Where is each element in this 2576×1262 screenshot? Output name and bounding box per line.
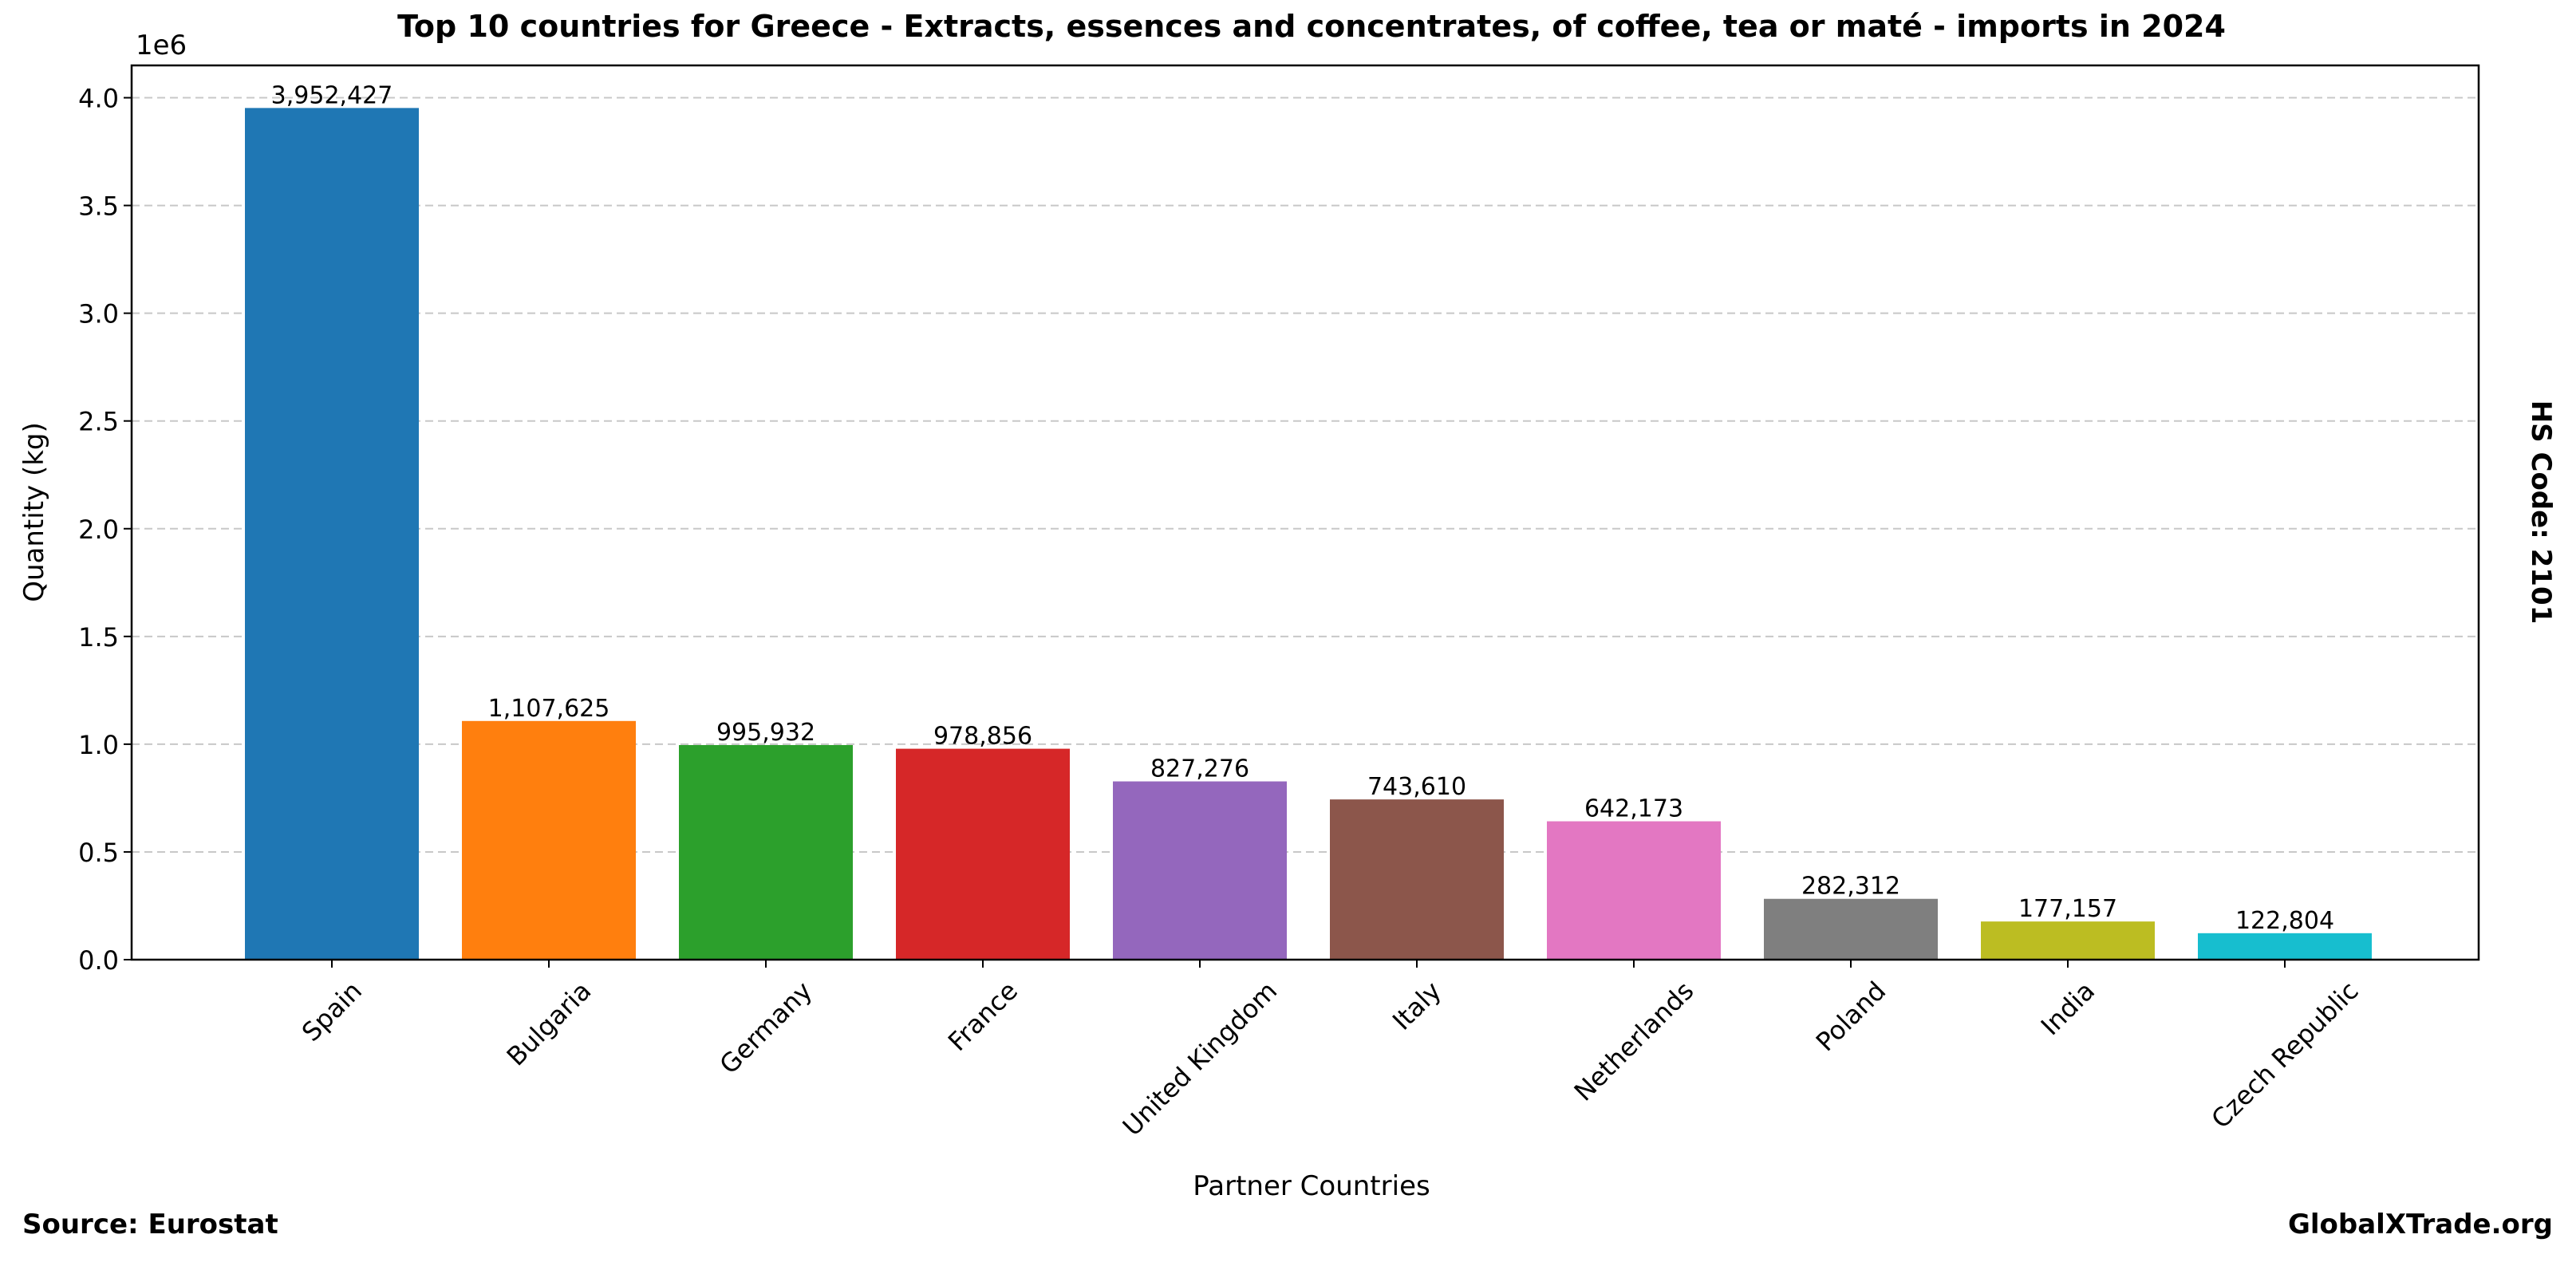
value-label: 827,276 xyxy=(1150,755,1249,783)
chart-title: Top 10 countries for Greece - Extracts, … xyxy=(397,9,2226,44)
value-label: 122,804 xyxy=(2235,907,2334,935)
x-tick-label: Czech Republic xyxy=(2205,976,2364,1134)
y-tick-label: 3.5 xyxy=(78,191,119,222)
bar xyxy=(1330,799,1504,960)
y-tick-label: 4.0 xyxy=(78,84,119,114)
y-offset-label: 1e6 xyxy=(136,30,187,61)
plot-frame xyxy=(130,64,2480,961)
value-label: 743,610 xyxy=(1367,773,1466,801)
value-label: 995,932 xyxy=(716,719,815,747)
bar xyxy=(1113,781,1287,960)
y-tick-label: 0.0 xyxy=(78,945,119,976)
bar xyxy=(2198,933,2372,960)
y-tick-label: 3.0 xyxy=(78,299,119,329)
x-tick-label: Netherlands xyxy=(1568,976,1700,1107)
bar xyxy=(1547,821,1721,960)
bar xyxy=(1764,898,1938,960)
x-tick-label: Germany xyxy=(714,976,819,1080)
value-label: 282,312 xyxy=(1801,873,1900,901)
x-tick-label: India xyxy=(2035,976,2101,1041)
x-tick-label: France xyxy=(942,976,1024,1057)
bar xyxy=(245,108,419,960)
bar xyxy=(679,744,853,960)
bar xyxy=(1981,921,2155,960)
x-tick-label: Italy xyxy=(1387,976,1447,1036)
value-label: 978,856 xyxy=(933,723,1032,751)
x-tick-label: United Kingdom xyxy=(1117,976,1283,1142)
y-tick-label: 2.5 xyxy=(78,407,119,437)
y-tick-label: 2.0 xyxy=(78,515,119,545)
x-tick-label: Poland xyxy=(1810,976,1892,1057)
value-label: 177,157 xyxy=(2018,895,2117,923)
bar xyxy=(462,720,636,960)
y-axis-label: Quantity (kg) xyxy=(18,422,50,602)
y-tick-label: 1.5 xyxy=(78,622,119,653)
y-tick-label: 0.5 xyxy=(78,838,119,868)
watermark: GlobalXTrade.org xyxy=(2288,1209,2553,1240)
side-note: HS Code: 2101 xyxy=(2525,400,2557,625)
value-label: 642,173 xyxy=(1584,795,1683,823)
value-label: 3,952,427 xyxy=(271,81,393,109)
bar xyxy=(896,748,1070,960)
value-label: 1,107,625 xyxy=(488,695,610,723)
x-tick-label: Bulgaria xyxy=(501,976,598,1072)
x-axis-label: Partner Countries xyxy=(1193,1170,1430,1202)
x-tick-label: Spain xyxy=(296,976,368,1047)
source: Source: Eurostat xyxy=(22,1209,278,1240)
y-tick-label: 1.0 xyxy=(78,730,119,760)
